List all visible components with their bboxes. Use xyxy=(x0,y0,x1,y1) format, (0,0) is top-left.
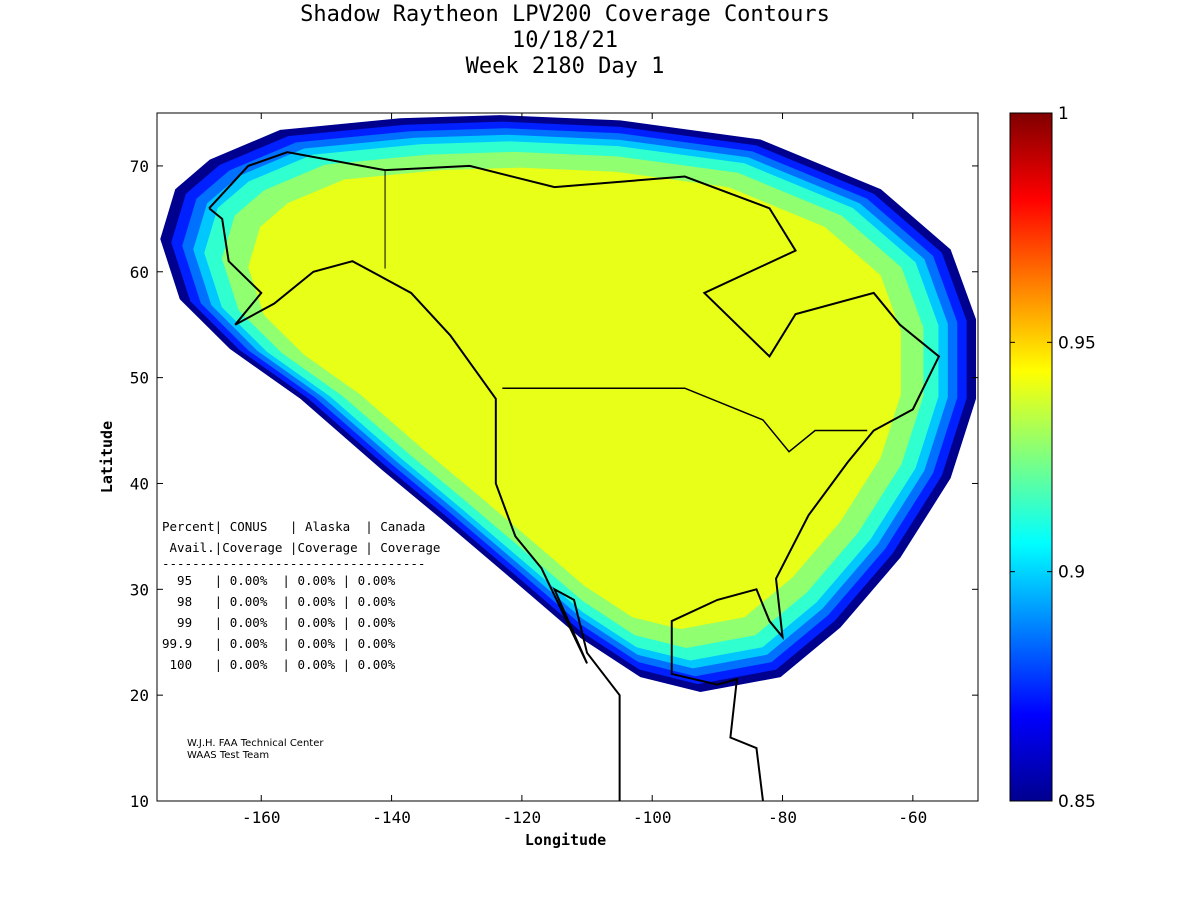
x-tick-label: -120 xyxy=(503,808,542,827)
y-tick-label: 50 xyxy=(130,369,149,388)
x-tick-label: -100 xyxy=(633,808,672,827)
x-axis-label: Longitude xyxy=(525,831,606,849)
table-separator: ----------------------------------- xyxy=(162,558,426,570)
coverage-table: Percent| CONUS | Alaska | Canada Avail.|… xyxy=(162,516,440,675)
title-line-3: Week 2180 Day 1 xyxy=(465,54,665,79)
x-tick-label: -160 xyxy=(242,808,281,827)
colorbar-tick-label: 0.85 xyxy=(1058,792,1096,812)
table-header-1: Percent| CONUS | Alaska | Canada xyxy=(162,519,426,534)
x-tick-label: -60 xyxy=(898,808,927,827)
y-tick-label: 30 xyxy=(130,580,149,599)
contour-band xyxy=(248,167,901,630)
chart-title: Shadow Raytheon LPV200 Coverage Contours… xyxy=(0,2,1130,80)
coastline xyxy=(208,151,941,801)
title-line-2: 10/18/21 xyxy=(512,28,618,53)
y-tick-label: 70 xyxy=(130,157,149,176)
colorbar-tick-label: 1 xyxy=(1058,104,1069,124)
colorbar-tick-label: 0.9 xyxy=(1058,563,1085,583)
y-tick-label: 10 xyxy=(130,792,149,811)
title-line-1: Shadow Raytheon LPV200 Coverage Contours xyxy=(300,2,830,27)
x-tick-label: -140 xyxy=(372,808,411,827)
credit-line-1: W.J.H. FAA Technical Center xyxy=(187,738,324,749)
y-tick-label: 40 xyxy=(130,474,149,493)
table-row: 95 | 0.00% | 0.00% | 0.00% xyxy=(162,573,396,588)
plot-frame xyxy=(156,112,979,802)
table-row: 99 | 0.00% | 0.00% | 0.00% xyxy=(162,615,396,630)
table-row: 100 | 0.00% | 0.00% | 0.00% xyxy=(162,657,396,672)
colorbar-tick-label: 0.95 xyxy=(1058,333,1096,353)
table-row: 98 | 0.00% | 0.00% | 0.00% xyxy=(162,594,396,609)
x-tick-label: -80 xyxy=(768,808,797,827)
colorbar xyxy=(1009,112,1053,802)
coverage-contours xyxy=(160,115,977,801)
coastline xyxy=(208,207,621,801)
credit-line-2: WAAS Test Team xyxy=(187,750,270,761)
us-canada-border xyxy=(502,387,868,453)
table-row: 99.9 | 0.00% | 0.00% | 0.00% xyxy=(162,636,396,651)
y-axis-label: Latitude xyxy=(98,421,116,493)
y-tick-label: 60 xyxy=(130,263,149,282)
y-tick-label: 20 xyxy=(130,686,149,705)
table-header-2: Avail.|Coverage |Coverage | Coverage xyxy=(162,540,441,555)
